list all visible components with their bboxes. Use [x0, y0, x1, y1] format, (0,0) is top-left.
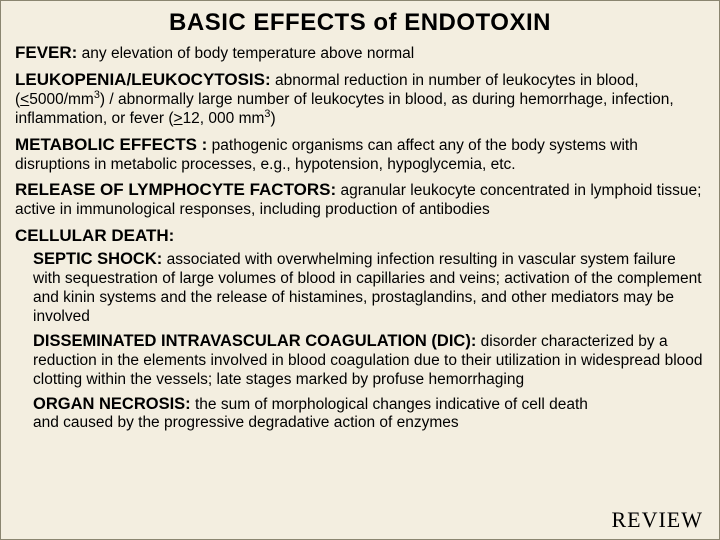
septic-shock-block: SEPTIC SHOCK: associated with overwhelmi… [15, 249, 705, 327]
metabolic-term: METABOLIC EFFECTS : [15, 135, 207, 154]
metabolic-block: METABOLIC EFFECTS : pathogenic organisms… [15, 135, 705, 175]
cellular-death-block: CELLULAR DEATH: [15, 226, 705, 247]
leuko-t3: ) / abnormally large number of leukocyte… [15, 91, 674, 127]
leuko-t2: 5000/mm [29, 91, 94, 108]
leuko-gt: > [174, 110, 183, 127]
dic-block: DISSEMINATED INTRAVASCULAR COAGULATION (… [15, 331, 705, 390]
leuko-t4: 12, 000 mm [183, 110, 265, 127]
lymphocyte-term: RELEASE OF LYMPHOCYTE FACTORS: [15, 180, 336, 199]
fever-term: FEVER: [15, 43, 77, 62]
fever-block: FEVER: any elevation of body temperature… [15, 43, 705, 64]
organ-necrosis-block: ORGAN NECROSIS: the sum of morphological… [15, 394, 705, 434]
septic-shock-term: SEPTIC SHOCK: [33, 250, 162, 268]
review-label: REVIEW [611, 507, 703, 533]
cellular-death-term: CELLULAR DEATH: [15, 226, 174, 245]
leukopenia-block: LEUKOPENIA/LEUKOCYTOSIS: abnormal reduct… [15, 70, 705, 129]
leukopenia-term: LEUKOPENIA/LEUKOCYTOSIS: [15, 70, 271, 89]
lymphocyte-block: RELEASE OF LYMPHOCYTE FACTORS: agranular… [15, 180, 705, 220]
leuko-t5: ) [270, 110, 275, 127]
dic-term: DISSEMINATED INTRAVASCULAR COAGULATION (… [33, 332, 476, 350]
leuko-lt: < [20, 91, 29, 108]
fever-text: any elevation of body temperature above … [77, 45, 414, 62]
organ-necrosis-term: ORGAN NECROSIS: [33, 395, 191, 413]
slide-title: BASIC EFFECTS of ENDOTOXIN [15, 9, 705, 37]
